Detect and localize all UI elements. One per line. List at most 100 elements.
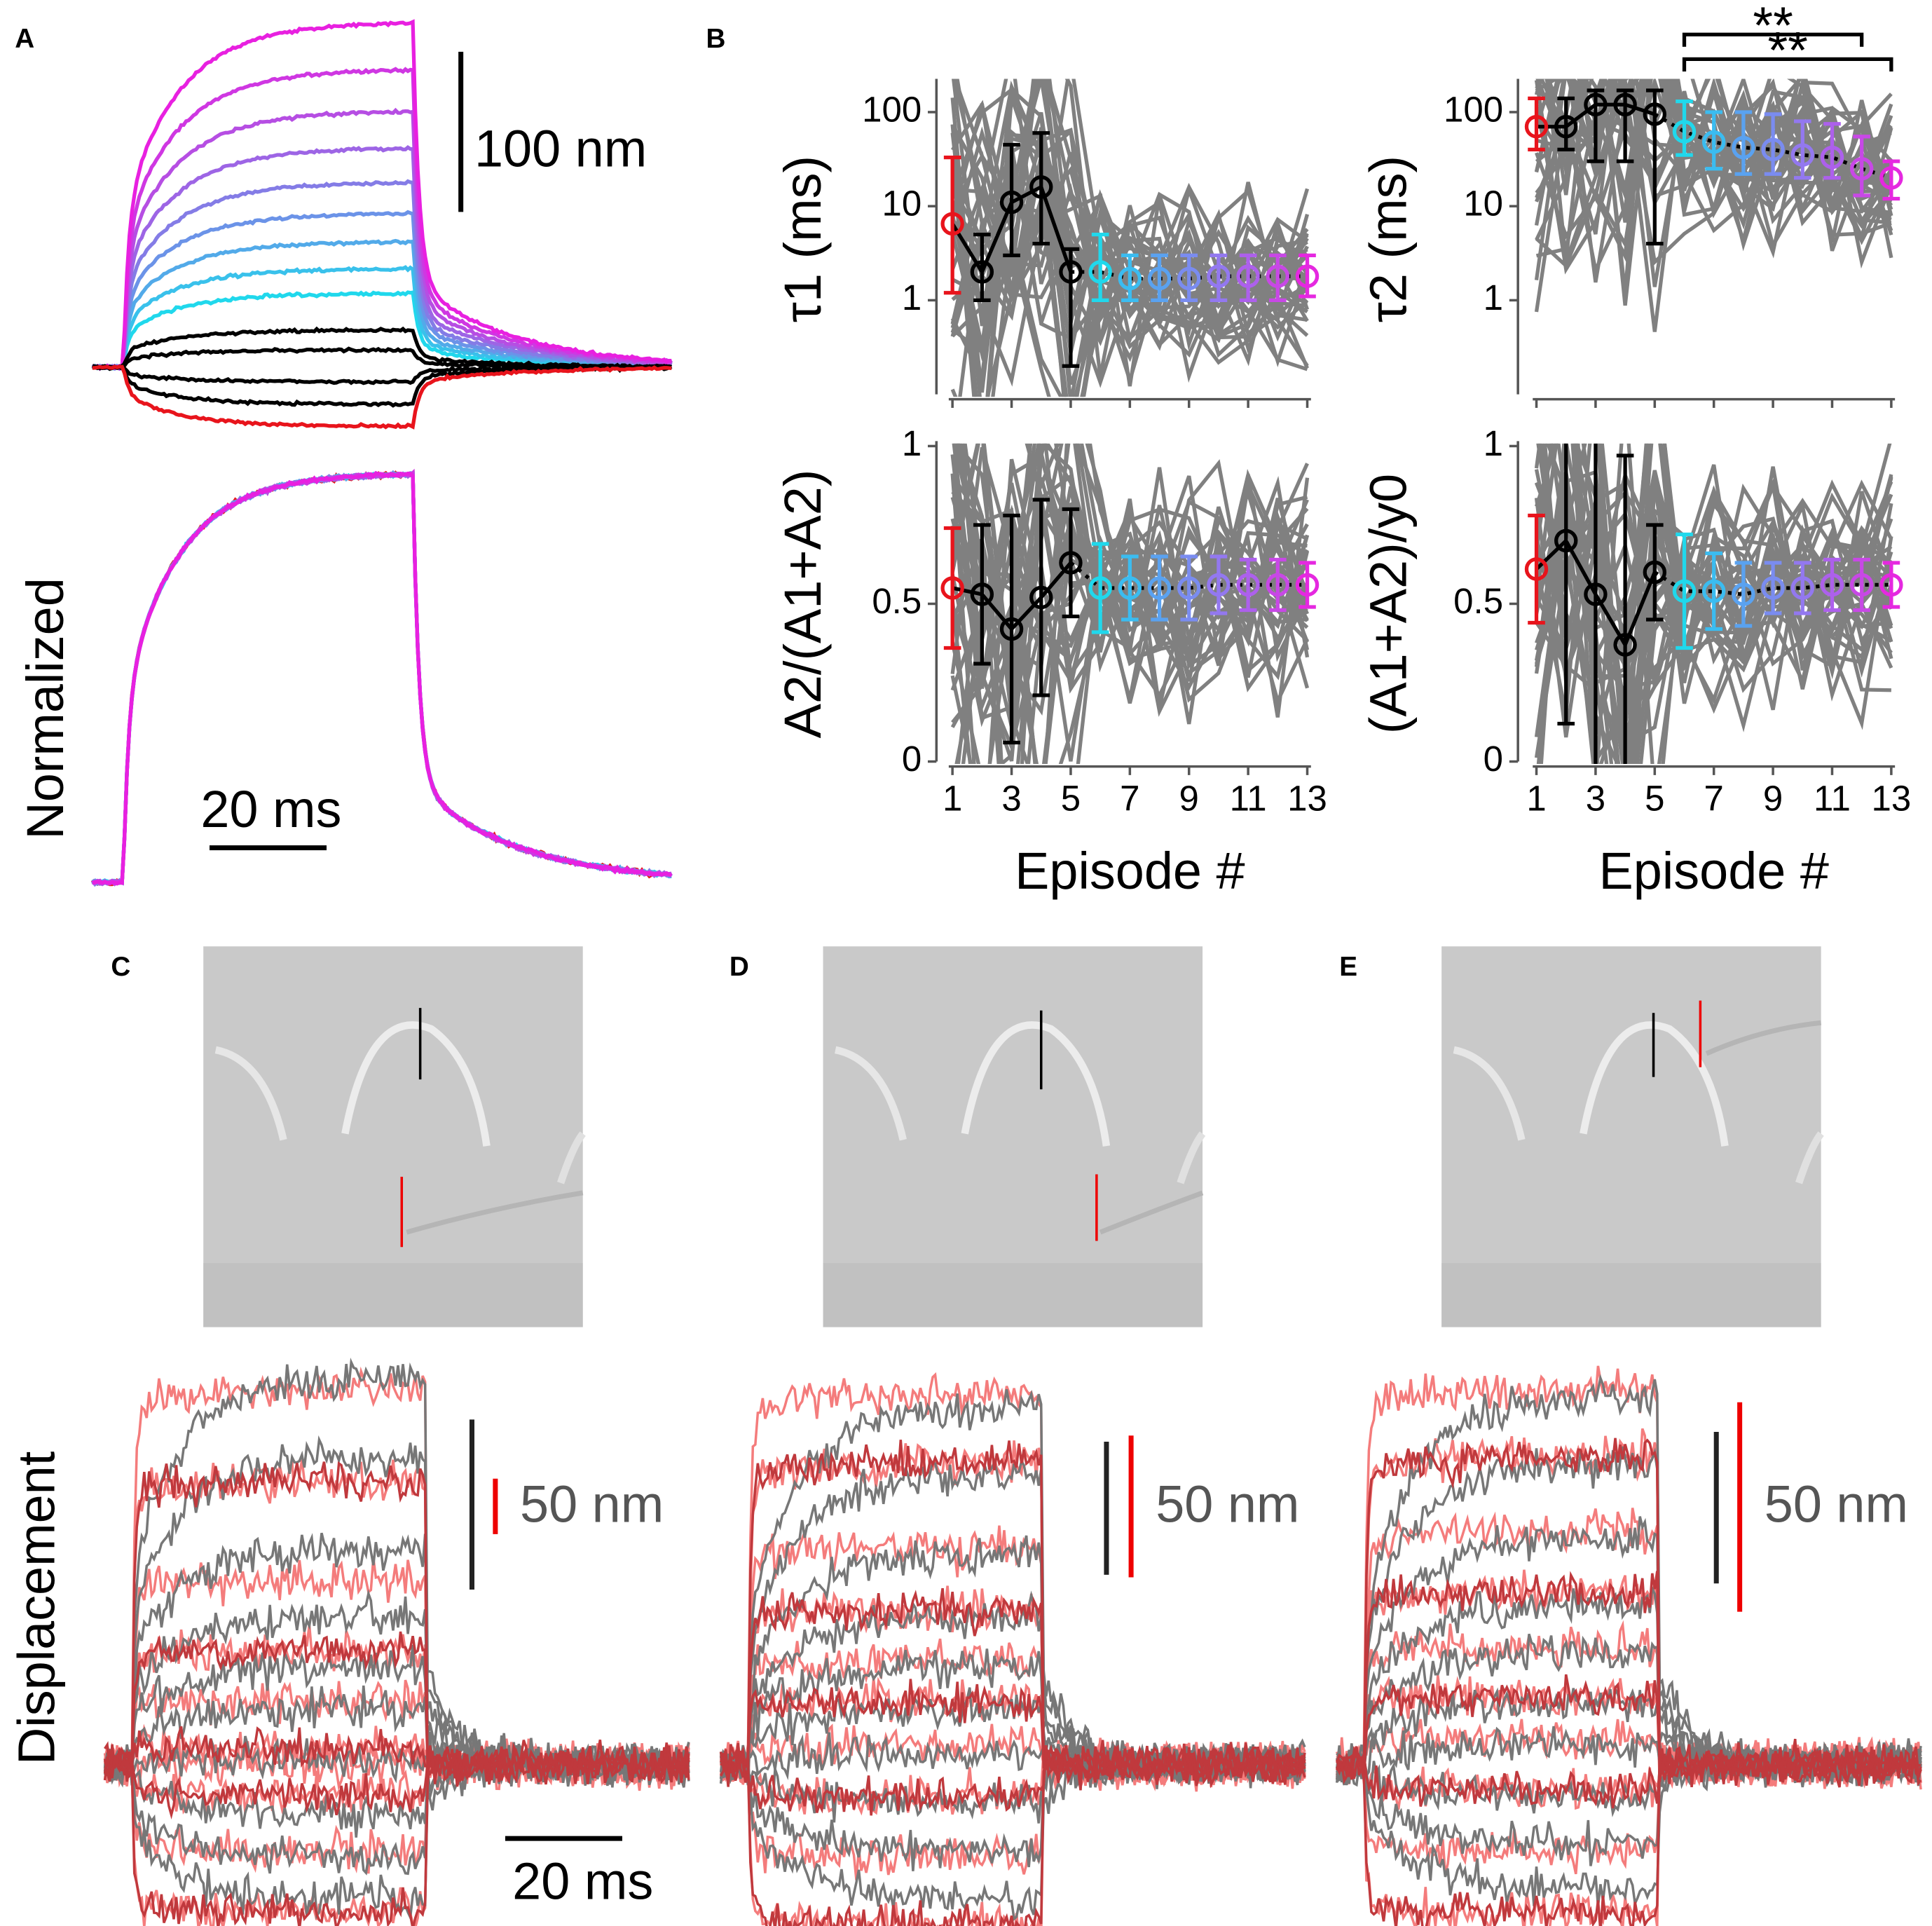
mean-marker	[1701, 130, 1726, 154]
x-tick-label: 5	[1061, 778, 1081, 818]
mean-marker	[1207, 264, 1231, 288]
error-bar	[973, 523, 991, 666]
mean-marker	[999, 617, 1024, 641]
mean-marker	[1207, 573, 1231, 597]
error-bar	[1121, 554, 1139, 622]
mean-marker	[1879, 166, 1903, 190]
mean-marker	[1672, 120, 1697, 144]
y-label: (A1+A2)/y0	[1359, 474, 1417, 734]
x-tick-label: 11	[1230, 778, 1267, 818]
mean-marker	[1088, 260, 1112, 284]
mean-marker	[1643, 560, 1667, 585]
trace	[103, 1749, 690, 1926]
means	[1524, 443, 1903, 765]
mean-marker	[940, 212, 964, 235]
panel-label: C	[111, 952, 130, 982]
mean-marker	[999, 190, 1024, 214]
mean-marker	[1236, 573, 1260, 597]
error-bar	[1793, 119, 1811, 180]
y-label: Displacement	[8, 1452, 66, 1765]
mean-marker	[1761, 576, 1785, 600]
y-label: Normalized	[16, 578, 74, 839]
mean-marker	[1672, 579, 1697, 603]
error-bar	[1239, 253, 1257, 303]
mean-marker	[1761, 137, 1785, 162]
mean-marker	[1554, 528, 1578, 553]
mean-marker	[1059, 551, 1083, 575]
error-bar	[1587, 88, 1605, 163]
mean-marker	[1732, 582, 1755, 606]
mean-marker	[1554, 115, 1578, 139]
panel-label: A	[15, 24, 34, 54]
mean-marker	[1147, 576, 1172, 600]
x-tick-label: 3	[1586, 778, 1605, 818]
error-bar	[1616, 453, 1634, 765]
scale-label: 20 ms	[512, 1852, 653, 1910]
mean-marker	[1584, 93, 1608, 117]
scale-label: 50 nm	[1156, 1475, 1299, 1533]
error-bar	[1882, 561, 1900, 609]
x-tick-label: 1	[1526, 778, 1546, 818]
mean-marker	[1849, 157, 1874, 181]
subplot: 1 10 100 τ1 (ms)	[774, 78, 1320, 408]
error-bar	[1151, 253, 1168, 303]
scale-label: 50 nm	[520, 1475, 664, 1533]
mean-marker	[1790, 143, 1814, 167]
panel-label: E	[1339, 952, 1357, 982]
y-label: A2/(A1+A2)	[774, 470, 832, 739]
error-bar	[1616, 88, 1634, 163]
error-bar	[1793, 561, 1811, 615]
significance-bracket	[1682, 57, 1893, 71]
image	[203, 946, 586, 1327]
mean-marker	[1295, 264, 1320, 288]
mean-marker	[1118, 576, 1142, 600]
mean-marker	[1879, 573, 1903, 597]
trace	[92, 19, 672, 371]
mean-marker	[1147, 266, 1172, 291]
x-tick-label: 5	[1645, 778, 1664, 818]
mean-marker	[1059, 260, 1083, 284]
error-bar	[943, 155, 961, 295]
x-tick-label: 9	[1763, 778, 1783, 818]
error-bar	[1091, 542, 1109, 634]
trace	[91, 471, 673, 886]
means	[940, 131, 1320, 368]
trace	[92, 107, 673, 371]
error-bar	[1646, 88, 1664, 246]
mean-marker	[940, 576, 964, 600]
trace	[1336, 1747, 1922, 1926]
mean-marker	[1088, 576, 1112, 600]
error-bar	[1705, 551, 1723, 631]
error-bar	[1557, 443, 1575, 726]
error-bar	[1062, 507, 1080, 619]
error-bar	[1062, 247, 1080, 368]
error-bar	[1705, 110, 1723, 171]
error-bar	[973, 232, 991, 303]
image	[823, 946, 1206, 1327]
mean-marker	[1524, 115, 1549, 139]
scale-label: 20 ms	[200, 780, 341, 838]
error-bar	[1003, 142, 1020, 257]
error-bar	[1764, 112, 1782, 176]
x-label: Episode #	[1015, 842, 1245, 900]
trace	[103, 1742, 690, 1819]
y-tick-label: 100	[862, 89, 922, 129]
mean-marker	[1820, 145, 1844, 170]
y-tick-label: 0.5	[1453, 581, 1503, 621]
error-bar	[1239, 557, 1257, 613]
trace	[92, 364, 672, 430]
y-label: τ2 (ms)	[1359, 156, 1417, 322]
error-bar	[1528, 513, 1545, 625]
mean-marker	[1584, 582, 1608, 606]
mean-marker	[1295, 573, 1320, 597]
mean-marker	[970, 582, 994, 606]
x-tick-label: 3	[1001, 778, 1021, 818]
x-tick-label: 11	[1814, 778, 1851, 818]
x-tick-label: 7	[1704, 778, 1724, 818]
y-tick-label: 0	[902, 739, 922, 779]
error-bar	[1646, 523, 1664, 622]
error-bar	[1003, 513, 1020, 745]
error-bar	[1853, 557, 1870, 613]
error-bar	[1032, 131, 1050, 246]
y-label: τ1 (ms)	[774, 156, 832, 322]
